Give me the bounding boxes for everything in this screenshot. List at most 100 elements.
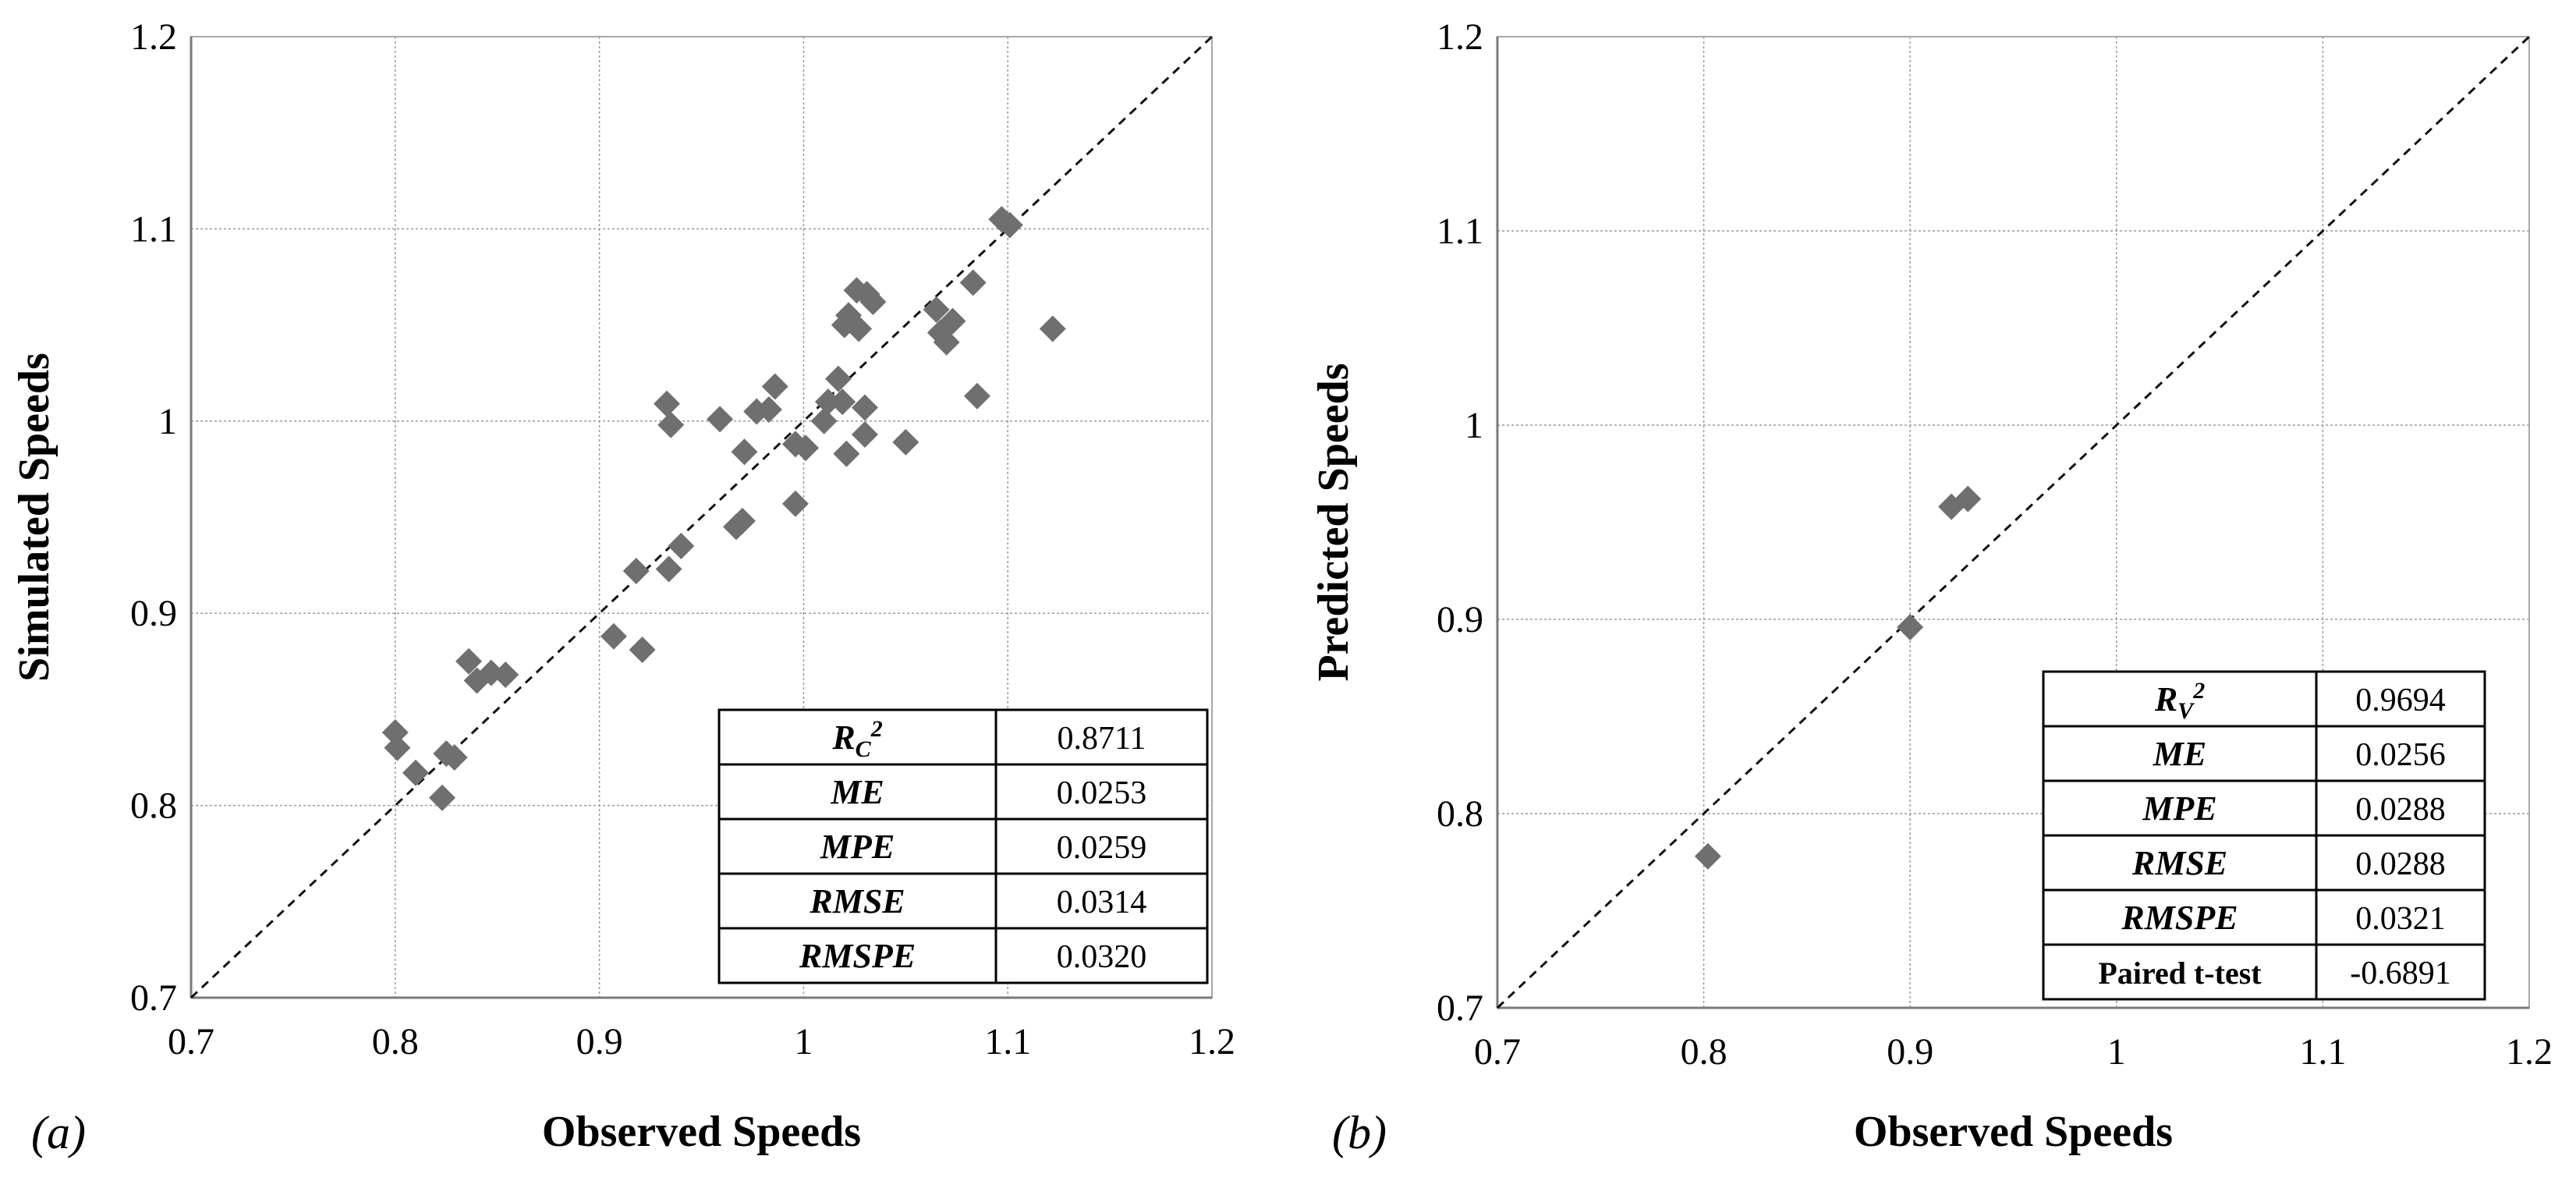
panel-a-data-point — [829, 388, 856, 416]
panel-a-data-point — [668, 532, 695, 559]
panel-a-data-point — [600, 622, 627, 650]
panel-a-y-tick-label: 0.8 — [130, 786, 177, 827]
panel-a-data-point — [851, 421, 878, 449]
panel-a-stats-label: RC2 — [831, 716, 882, 762]
panel-a-stats-table: RC2 0.8711 ME 0.0253 MPE 0.0259 RMSE 0.0314 RMSP… — [718, 708, 1209, 984]
panel-b-x-tick-label: 0.7 — [1474, 1031, 1521, 1073]
panel-a-data-point — [761, 373, 788, 400]
panel-a-y-tick-label: 1.1 — [130, 208, 177, 250]
panel-b-stats-label: ME — [2153, 735, 2206, 773]
panel-a-data-point — [731, 438, 758, 466]
panel-a-data-point — [824, 365, 852, 392]
panel-a-data-point — [755, 396, 782, 424]
panel-a-x-tick-label: 0.9 — [576, 1021, 623, 1062]
panel-a-data-point — [959, 269, 987, 296]
panel-a-reference-line — [190, 35, 1214, 999]
panel-a-data-point — [845, 315, 873, 342]
panel-b-stats-value: 0.0288 — [2355, 792, 2446, 828]
panel-a-data-point — [996, 211, 1023, 239]
panel-a-data-point — [859, 289, 887, 316]
panel-a-data-point — [657, 411, 685, 438]
panel-a-data-point — [851, 394, 878, 421]
panel-b-x-tick-label: 1.2 — [2506, 1031, 2553, 1073]
panel-a-data-point — [939, 307, 966, 335]
panel-b-data-point — [1897, 613, 1924, 640]
panel-a-y-tick-label: 1.2 — [130, 16, 177, 58]
panel-b-data-point — [1954, 485, 1982, 512]
panel-b-stats-label: Paired t-test — [2098, 956, 2262, 991]
panel-a-data-point — [381, 718, 409, 746]
panel-a-data-point — [743, 398, 771, 425]
panel-a-x-tick-label: 0.7 — [168, 1021, 214, 1062]
panel-a-stats-value: 0.0314 — [1057, 885, 1147, 920]
panel-a-x-tick-label: 1.1 — [984, 1021, 1031, 1062]
panel-b-y-tick-label: 0.8 — [1437, 793, 1483, 835]
panel-a-data-point — [492, 661, 519, 689]
panel-a-data-point — [384, 734, 411, 761]
panel-a-data-point — [833, 440, 860, 467]
panel-a-stats-label: RMSPE — [799, 937, 916, 975]
panel-a-y-tick-label: 1 — [158, 401, 177, 442]
panel-b-stats-label: RMSPE — [2121, 899, 2238, 937]
panel-a-chart: 0.7 0.8 0.9 1 1.1 1.2 0.7 0.8 0.9 1 1.1 1.2 Observed… — [10, 16, 1235, 1158]
panel-a-x-tick-label: 1 — [794, 1021, 813, 1062]
panel-b-y-tick-label: 1.1 — [1437, 211, 1483, 252]
panel-a-data-point — [653, 390, 680, 417]
panel-a-x-axis-title: Observed Speeds — [542, 1108, 861, 1156]
panel-a-data-point — [1039, 315, 1066, 342]
panel-b-stats-label: RV2 — [2154, 678, 2205, 724]
panel-a-data-point — [814, 388, 842, 416]
panel-a-y-tick-label: 0.9 — [130, 593, 177, 634]
panel-a-data-point — [923, 296, 950, 323]
panel-b-stats-value: 0.0288 — [2355, 846, 2446, 882]
panel-b-stats-label: MPE — [2142, 789, 2216, 828]
panel-a-data-point — [629, 637, 656, 664]
panel-a-panel-label: (a) — [31, 1107, 86, 1158]
panel-a-data-point — [455, 647, 483, 675]
panel-a-data-point — [892, 428, 919, 456]
panel-b-stats-value: 0.9694 — [2355, 683, 2446, 718]
panel-a-data-point — [402, 759, 429, 786]
panel-b-x-tick-label: 0.8 — [1681, 1031, 1727, 1073]
panel-b-x-axis-title: Observed Speeds — [1854, 1108, 2173, 1156]
panel-a-data-point — [622, 557, 650, 584]
panel-a-x-tick-label: 0.8 — [372, 1021, 419, 1062]
panel-b-x-tick-label: 1 — [2107, 1031, 2126, 1073]
panel-a-stats-value: 0.0320 — [1057, 939, 1147, 975]
panel-a-data-point — [728, 507, 756, 534]
panel-a-stats-label: RMSE — [809, 882, 905, 920]
panel-a-data-point — [933, 328, 960, 356]
panel-b-x-tick-label: 0.9 — [1887, 1031, 1933, 1073]
panel-a-stats-value: 0.0259 — [1057, 830, 1147, 866]
panel-a-stats-label: ME — [830, 773, 884, 811]
panel-a-data-point — [707, 406, 734, 433]
panel-a-x-tick-label: 1.2 — [1189, 1021, 1235, 1062]
panel-a-stats-table-frame — [718, 708, 1209, 984]
panel-b-y-tick-label: 0.7 — [1437, 988, 1483, 1029]
panel-b-y-tick-label: 0.9 — [1437, 599, 1483, 640]
panel-a-y-axis-title: Simulated Speeds — [10, 353, 58, 682]
panel-b-stats-label: RMSE — [2131, 844, 2227, 882]
panel-a-data-point — [792, 434, 820, 462]
panel-b-stats-value: -0.6891 — [2350, 956, 2451, 991]
panel-b-y-tick-label: 1 — [1465, 405, 1483, 446]
panel-b-stats-value: 0.0321 — [2355, 901, 2446, 937]
panel-a-data-point — [429, 784, 456, 811]
panel-a-data-point — [963, 382, 990, 410]
panel-b-data-point — [1694, 842, 1721, 870]
panel-b-stats-value: 0.0256 — [2355, 737, 2446, 773]
panel-b-panel-label: (b) — [1332, 1107, 1387, 1158]
panel-b-y-tick-label: 1.2 — [1437, 16, 1483, 58]
panel-b-chart: 0.7 0.8 0.9 1 1.1 1.2 0.7 0.8 0.9 1 1.1 1.2 Observed… — [1309, 16, 2553, 1158]
panel-a-y-tick-label: 0.7 — [130, 977, 177, 1019]
panel-a-data-point — [655, 555, 682, 583]
panel-b-stats-table: RV2 0.9694 ME 0.0256 MPE 0.0288 RMSE 0.0288 RMSP… — [2042, 670, 2486, 1001]
panel-a-stats-value: 0.0253 — [1057, 775, 1147, 811]
panel-a-stats-value: 0.8711 — [1058, 721, 1146, 757]
panel-a-stats-label: MPE — [820, 828, 895, 866]
panel-b-y-axis-title: Predicted Speeds — [1309, 363, 1358, 681]
panel-a-data-point — [810, 407, 838, 434]
panel-b-x-tick-label: 1.1 — [2299, 1031, 2346, 1073]
